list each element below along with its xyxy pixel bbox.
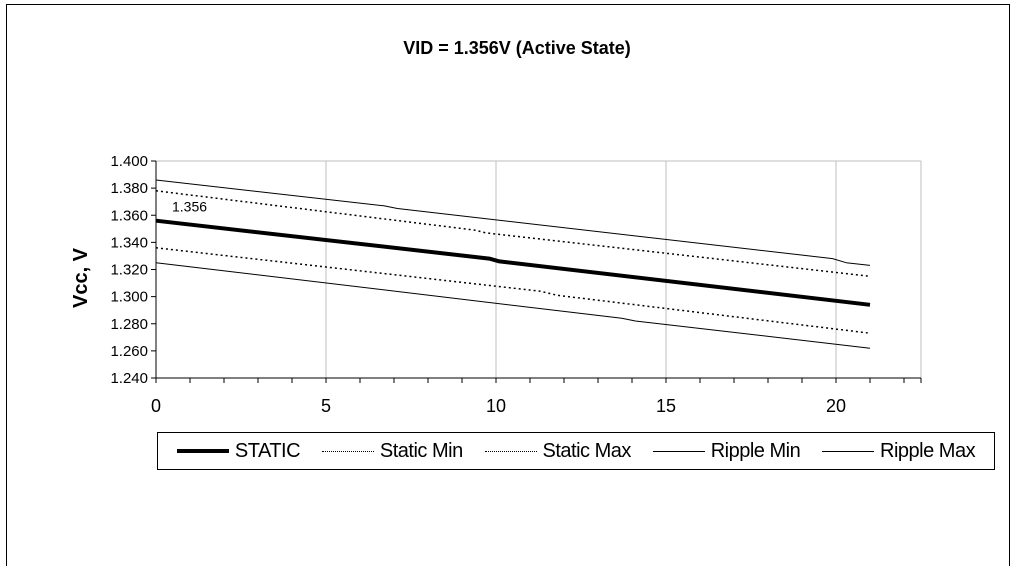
y-tick-label: 1.400 xyxy=(110,153,148,170)
chart-frame: VID = 1.356V (Active State) Vcc, V 1.400… xyxy=(6,4,1010,566)
series-line-static-max xyxy=(155,190,871,278)
y-tick-label: 1.380 xyxy=(110,180,148,197)
legend-item-ripple-min: Ripple Min xyxy=(652,439,801,463)
legend-label-ripple-max: Ripple Max xyxy=(880,439,976,462)
x-tick-label: 0 xyxy=(151,396,161,416)
y-tick-label: 1.360 xyxy=(110,207,148,224)
y-axis-label: Vcc, V xyxy=(70,247,92,308)
grid-lines xyxy=(156,160,922,378)
legend-label-ripple-min: Ripple Min xyxy=(710,439,801,462)
x-tick-label: 15 xyxy=(656,396,676,416)
legend-item-static-max: Static Max xyxy=(484,439,632,463)
series-line-static xyxy=(155,218,871,307)
series-lines xyxy=(155,179,871,349)
legend-label-static-max: Static Max xyxy=(542,439,632,462)
legend-item-static: STATIC xyxy=(176,439,301,463)
legend-label-static-min: Static Min xyxy=(379,439,463,462)
tick-labels: 1.400 1.380 1.360 1.340 1.320 1.300 1.280 1.260… xyxy=(110,153,846,416)
legend-swatch-static xyxy=(176,449,229,453)
series-line-ripple-max xyxy=(155,179,871,266)
legend-swatch-ripple-min xyxy=(652,450,705,452)
legend-label-static: STATIC xyxy=(234,439,301,462)
x-tick-label: 5 xyxy=(321,396,331,416)
axes xyxy=(151,160,922,383)
x-tick-label: 10 xyxy=(486,396,506,416)
y-tick-label: 1.240 xyxy=(110,370,148,387)
legend-item-static-min: Static Min xyxy=(321,439,463,463)
y-tick-label: 1.280 xyxy=(110,316,148,333)
line-chart: VID = 1.356V (Active State) Vcc, V 1.400… xyxy=(70,38,922,416)
legend-item-ripple-max: Ripple Max xyxy=(822,439,976,463)
series-line-ripple-min xyxy=(155,262,871,349)
y-tick-label: 1.300 xyxy=(110,289,148,306)
legend-swatch-static-max xyxy=(484,450,537,452)
value-annotation: 1.356 xyxy=(172,199,207,215)
legend-swatch-static-min xyxy=(321,450,374,452)
legend: STATIC Static Min Static Max Ripple Min … xyxy=(157,432,995,470)
chart-title: VID = 1.356V (Active State) xyxy=(403,38,631,58)
x-tick-label: 20 xyxy=(826,396,846,416)
series-line-static-min xyxy=(155,247,871,334)
y-tick-label: 1.260 xyxy=(110,343,148,360)
legend-swatch-ripple-max xyxy=(822,450,875,452)
y-tick-label: 1.340 xyxy=(110,234,148,251)
y-tick-label: 1.320 xyxy=(110,262,148,279)
